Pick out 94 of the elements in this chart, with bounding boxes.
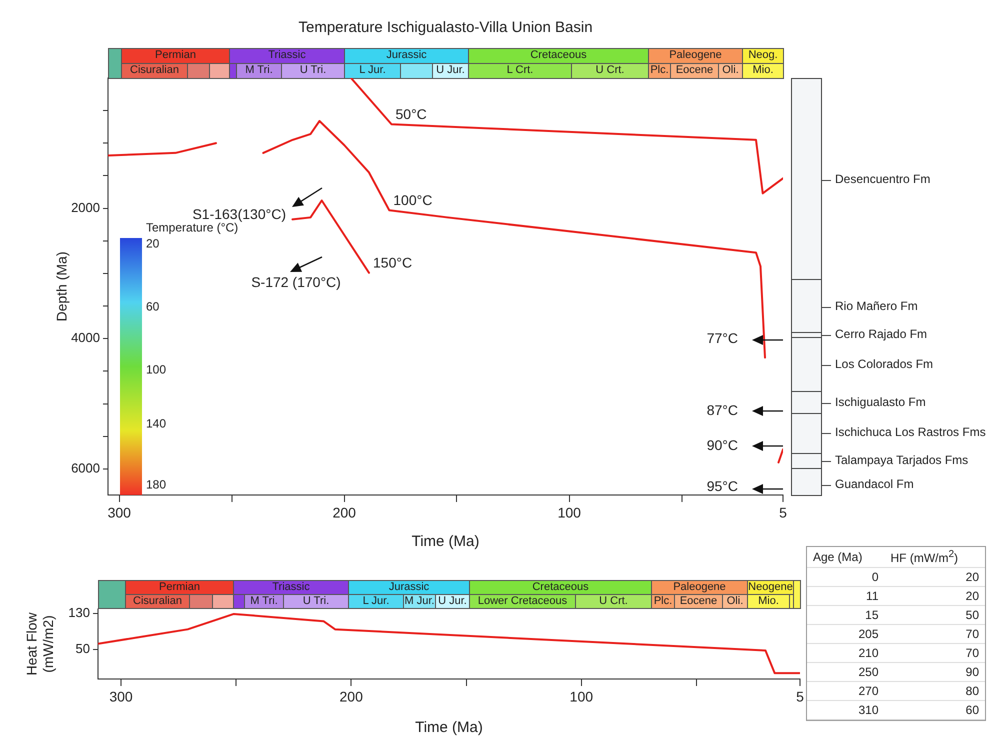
text: Plc. [651, 594, 675, 609]
annotation: 60 [146, 299, 160, 314]
text: 210 [807, 644, 884, 662]
text: 20 [884, 568, 985, 586]
x-tick-label: 300 [109, 688, 133, 704]
y-axis-title: Heat Flow (mW/m2) [23, 612, 56, 676]
text: Los Colorados Fm [835, 357, 934, 371]
text: Talampaya Tarjados Fms [835, 453, 968, 467]
text: Eocene [670, 63, 719, 79]
text: Mio. [742, 63, 784, 79]
text: U Tri. [283, 594, 349, 609]
text: M Tri. [236, 63, 282, 79]
text: L Jur. [344, 63, 401, 79]
x-tick-label: 100 [558, 504, 582, 520]
y-tick-label: 4000 [71, 330, 100, 346]
text: Desencuentro Fm [835, 172, 930, 186]
text: L Crt. [468, 63, 572, 79]
text: Mio. [747, 594, 790, 609]
text: Age (Ma) [807, 547, 884, 568]
text: Plc. [648, 63, 671, 79]
text: 250 [807, 662, 884, 682]
text: Triassic [233, 580, 349, 595]
y-tick-label: 50 [76, 641, 90, 656]
text: Oli. [722, 594, 748, 609]
text: Cisuralian [125, 594, 190, 609]
series-label: 150°C [373, 254, 412, 271]
text: Paleogene [648, 48, 743, 64]
annotation: 180 [146, 477, 166, 492]
text: 50 [884, 606, 985, 624]
text: Triassic [229, 48, 345, 64]
text: M Jur. [403, 594, 436, 609]
annotation: 140 [146, 416, 166, 430]
x-tick-label: 300 [108, 504, 132, 520]
x-tick-label: 5 [779, 504, 788, 520]
x-axis-title: Time (Ma) [415, 719, 483, 736]
text: Jurassic [348, 580, 470, 595]
text: Jurassic [344, 48, 469, 64]
chart-title: Temperature Ischigualasto-Villa Union Basin [298, 19, 593, 36]
x-tick-label: 200 [340, 688, 364, 704]
text: 90 [884, 662, 985, 682]
text: Ischigualasto Fm [835, 395, 926, 409]
text: 20 [884, 586, 985, 606]
x-tick-label: 5 [796, 688, 804, 704]
series-label: 50°C [396, 106, 427, 122]
series-label: 100°C [393, 192, 432, 208]
text: Rio Mañero Fm [835, 299, 918, 313]
x-axis-title: Time (Ma) [412, 533, 480, 550]
annotation: 100 [146, 362, 166, 376]
text: 11 [807, 586, 884, 606]
text: 80 [884, 682, 985, 700]
text: Cerro Rajado Fm [835, 327, 928, 341]
annotation: 20 [146, 236, 160, 250]
x-tick-label: 100 [570, 688, 594, 704]
text: Guandacol Fm [835, 477, 914, 491]
text: M Tri. [244, 594, 284, 609]
text: Neog. [742, 48, 784, 64]
annotation: Temperature (°C) [146, 220, 238, 234]
text: Neogene [747, 580, 794, 595]
text: 0 [807, 568, 884, 586]
annotation: S-172 (170°C) [251, 274, 341, 290]
text: U Jur. [432, 63, 469, 79]
text: Cretaceous [468, 48, 649, 64]
y-tick-label: 2000 [71, 200, 100, 215]
text: 270 [807, 682, 884, 700]
annotation: 95°C [706, 478, 738, 494]
annotation: 87°C [706, 402, 738, 418]
text: U Crt. [571, 63, 649, 79]
text: Oli. [718, 63, 743, 79]
y-tick-label: 6000 [71, 460, 100, 476]
text: L Jur. [348, 594, 404, 609]
text: 205 [807, 624, 884, 644]
text: 70 [884, 644, 985, 662]
text: Permian [125, 580, 234, 595]
text: U Crt. [575, 594, 652, 609]
text: Eocene [674, 594, 723, 609]
text: 60 [884, 700, 985, 720]
y-tick-label: 130 [68, 605, 90, 620]
x-tick-label: 200 [332, 504, 356, 520]
annotation: S1-163(130°C) [192, 206, 286, 222]
annotation: 77°C [706, 330, 738, 346]
text: 15 [807, 606, 884, 624]
text: Paleogene [651, 580, 748, 595]
text: 70 [884, 624, 985, 644]
text: U Tri. [281, 63, 345, 79]
text: Ischichuca Los Rastros Fms [835, 425, 986, 439]
text: Cretaceous [469, 580, 652, 595]
text: Permian [121, 48, 230, 64]
text: Cisuralian [121, 63, 188, 79]
text: Lower Cretaceous [469, 594, 576, 609]
text: U Jur. [435, 594, 470, 609]
annotation: 90°C [706, 436, 738, 453]
text: HF (mW/m$^{2}$) [884, 547, 985, 568]
y-axis-title: Depth (Ma) [53, 251, 70, 322]
text: 310 [807, 700, 884, 720]
